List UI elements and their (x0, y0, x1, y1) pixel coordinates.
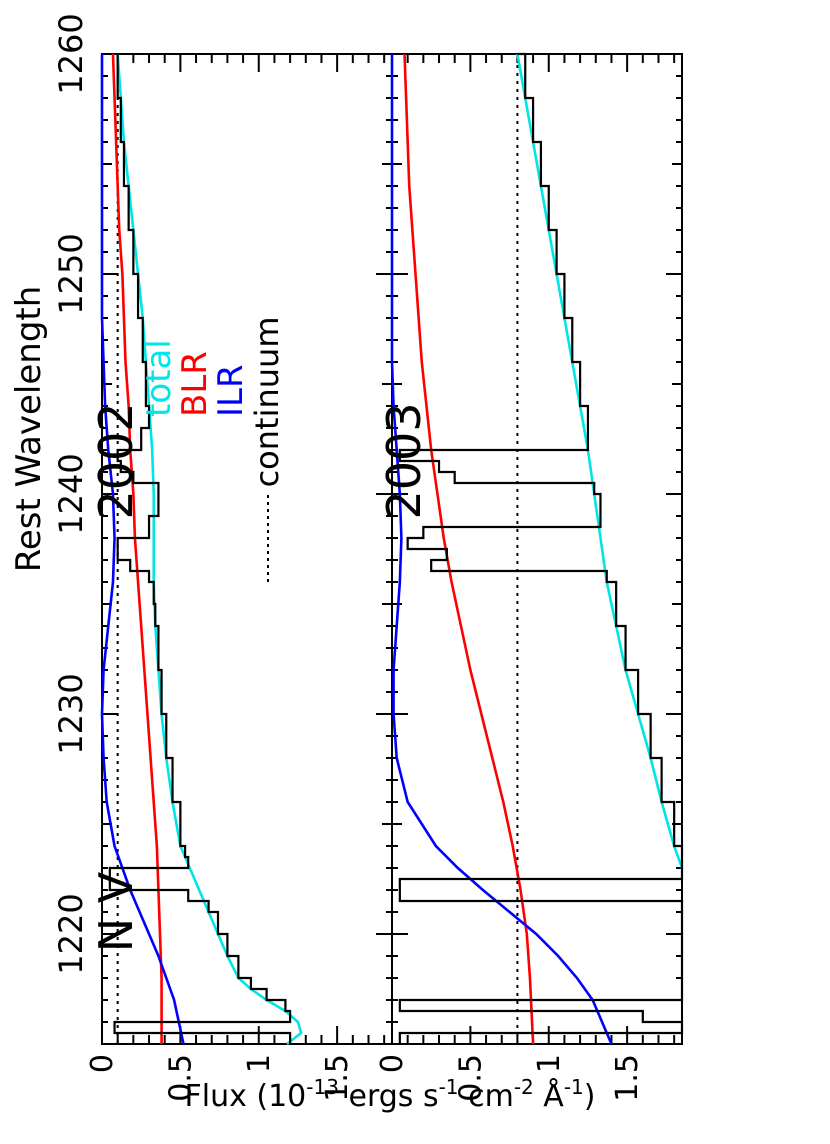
series-line-ILR (100, 54, 185, 1045)
y-tick-label: 1.5 (610, 1054, 645, 1102)
series-line-total (516, 53, 684, 869)
panel-frame-bottom (391, 53, 683, 1045)
y-axis-label-part: ergs s (339, 1079, 439, 1114)
series-line-ILR (390, 54, 613, 1045)
legend-label-continuum: continuum (248, 316, 286, 487)
legend-label-total: total (139, 339, 179, 417)
y-axis-label-part: cm (459, 1079, 514, 1114)
y-axis-label-exponent: -1 (564, 1075, 584, 1099)
y-tick-label: 0 (375, 1054, 410, 1073)
y-axis-label-part: Flux (10 (185, 1079, 307, 1114)
y-tick-label: 1 (242, 1054, 277, 1073)
panel-frame-top (101, 53, 393, 1045)
rotated-plot-group: 0 0.5 1 1.5 0 0.5 1 1.5 1220 1230 1240 1250 1260 Rest… (9, 13, 684, 1114)
y-axis-label-part: ) (584, 1079, 596, 1114)
series-line-observed (108, 54, 292, 1044)
y-tick-label: 0.5 (163, 1054, 198, 1102)
y-tick-label: 0 (85, 1054, 120, 1073)
y-tick-label: 1.5 (320, 1054, 355, 1102)
x-tick-label: 1240 (52, 453, 90, 534)
y-axis-label-exponent: -13 (306, 1075, 339, 1099)
y-axis-label-exponent: -2 (514, 1075, 534, 1099)
y-axis-label: Flux (10-13 ergs s-1 cm-2 Å-1) (185, 1075, 596, 1114)
y-axis-label-exponent: -1 (439, 1075, 459, 1099)
x-tick-label: 1220 (52, 893, 90, 974)
x-axis-label: Rest Wavelength (9, 286, 49, 573)
legend-label-BLR: BLR (175, 351, 215, 417)
legend-label-ILR: ILR (211, 364, 251, 417)
y-tick-label: 1 (532, 1054, 567, 1073)
series-line-total (116, 53, 303, 1046)
y-tick-label: 0.5 (453, 1054, 488, 1102)
y-axis-label-part: Å (534, 1078, 565, 1114)
annotation-2002: 2002 (89, 402, 143, 519)
annotation-2003: 2003 (377, 402, 431, 519)
annotation-nv: N V (89, 871, 143, 952)
series-line-observed (398, 52, 684, 1044)
x-tick-label: 1230 (52, 673, 90, 754)
series-line-BLR (403, 53, 535, 1045)
x-tick-label: 1250 (52, 233, 90, 314)
x-tick-label: 1260 (52, 13, 90, 94)
